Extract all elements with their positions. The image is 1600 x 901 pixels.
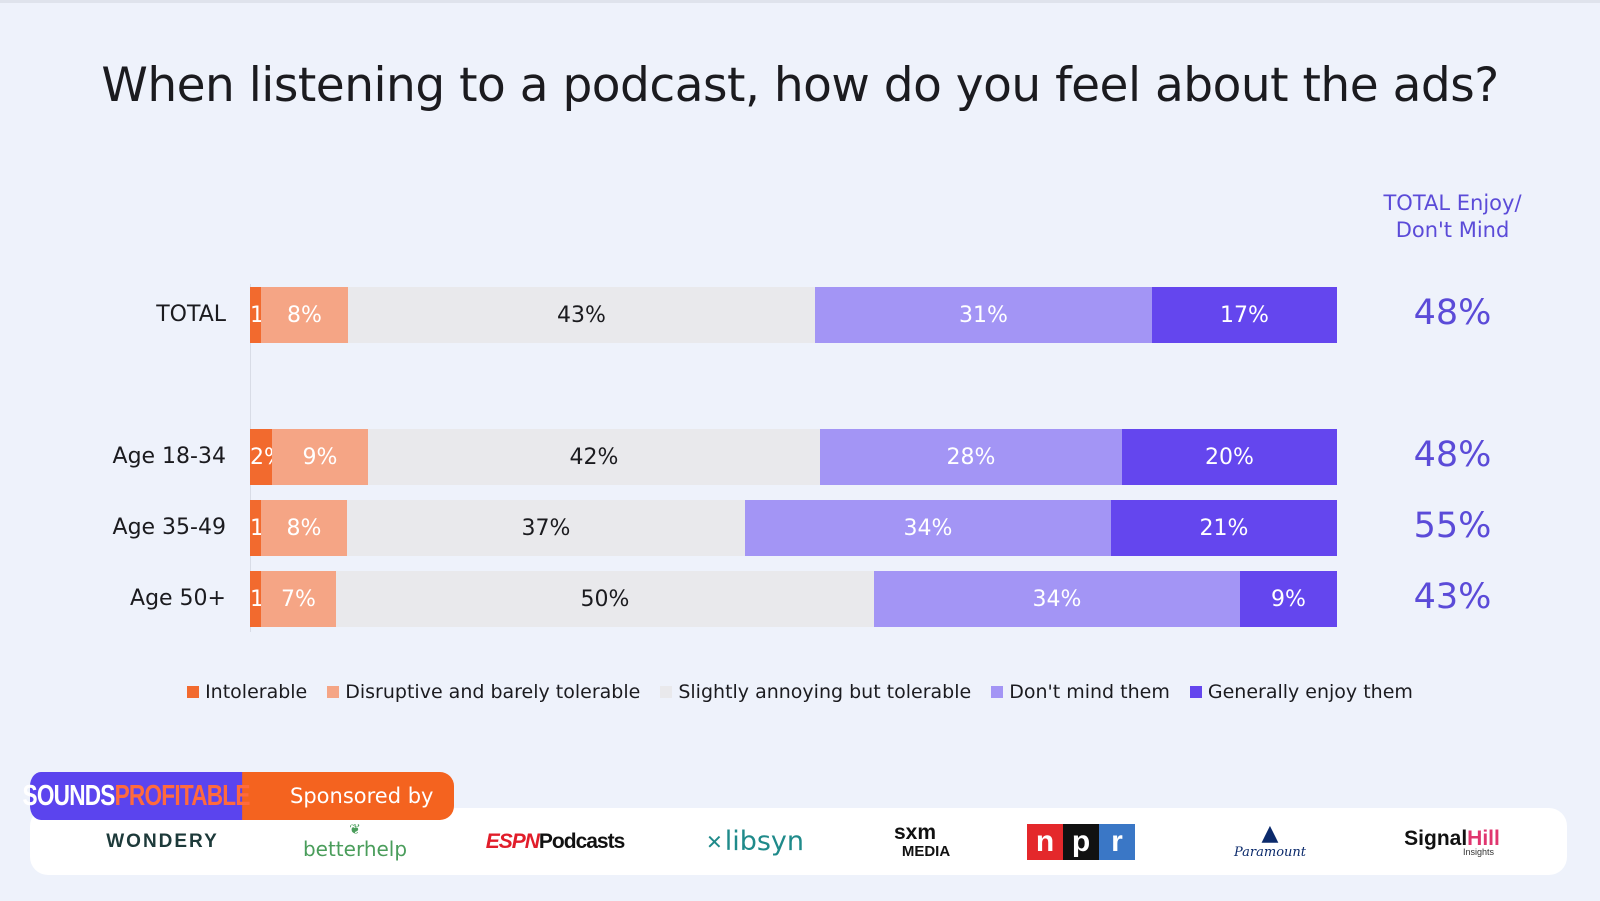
data-label: 9%: [1271, 586, 1306, 612]
total-column-header-line2: Don't Mind: [1395, 218, 1510, 242]
legend-swatch: [187, 686, 200, 698]
top-border: [0, 0, 1600, 3]
bar-segment-intolerable: 1%: [250, 571, 285, 627]
data-label: 34%: [903, 515, 953, 541]
bar-segment-enjoy: 9%: [1240, 571, 1337, 627]
espn-wordmark: ESPN: [485, 829, 540, 853]
data-label: 43%: [557, 302, 606, 328]
data-label: 17%: [1220, 302, 1269, 328]
legend-item-disruptive: Disruptive and barely tolerable: [327, 681, 640, 703]
sponsored-by-label: Sponsored by: [216, 772, 454, 820]
bar-segment-dont-mind: 34%: [874, 571, 1240, 627]
libsyn-wordmark: libsyn: [724, 826, 805, 857]
brand-part-1: SOUNDS: [22, 779, 116, 812]
total-enjoy-value: 48%: [1413, 435, 1492, 475]
espn-podcasts-logo: ESPN Podcasts: [475, 808, 635, 875]
legend-item-intolerable: Intolerable: [187, 681, 307, 703]
paramount-wordmark: Paramount: [1233, 845, 1306, 860]
legend-item-enjoy: Generally enjoy them: [1189, 681, 1413, 703]
npr-r-box: r: [1099, 823, 1135, 860]
bar-segment-dont-mind: 28%: [820, 429, 1122, 485]
chart-title: When listening to a podcast, how do you …: [101, 58, 1499, 113]
data-label: 42%: [569, 444, 619, 470]
insights-wordmark: Insights: [1462, 846, 1494, 857]
legend-swatch: [991, 686, 1004, 698]
sxm-wordmark: sxm: [893, 820, 937, 844]
total-column-header: TOTAL Enjoy/ Don't Mind: [1370, 190, 1535, 244]
legend-label: Intolerable: [205, 681, 308, 703]
category-label: TOTAL: [156, 302, 226, 327]
total-enjoy-value: 55%: [1413, 506, 1492, 546]
legend-label: Generally enjoy them: [1207, 681, 1413, 703]
chart-legend: Intolerable Disruptive and barely tolerab…: [0, 681, 1600, 703]
sounds-profitable-logo: SOUNDS PROFITABLE: [23, 772, 250, 820]
bar-segment-slightly: 50%: [336, 571, 874, 627]
bar-segment-slightly: 42%: [368, 429, 820, 485]
data-label: 7%: [281, 586, 316, 612]
npr-p-box: p: [1063, 823, 1099, 860]
stacked-bar: 1%8% 37% 34% 21%: [250, 500, 1337, 556]
sxm-media-logo: sxm MEDIA: [875, 808, 955, 875]
bar-segment-slightly: 43%: [348, 287, 815, 343]
legend-swatch: [327, 686, 340, 698]
category-label: Age 50+: [130, 586, 226, 611]
bar-segment-disruptive: 9%: [272, 429, 368, 485]
brand-part-2: PROFITABLE: [114, 779, 251, 812]
total-column-header-line1: TOTAL Enjoy/: [1383, 191, 1522, 215]
total-enjoy-value: 43%: [1413, 577, 1492, 617]
bar-segment-disruptive: 8%: [261, 500, 347, 556]
legend-item-slightly: Slightly annoying but tolerable: [660, 681, 971, 703]
data-label: 8%: [286, 515, 322, 541]
data-label: 21%: [1199, 515, 1249, 541]
wondery-logo: WONDERY: [106, 830, 219, 852]
bar-segment-dont-mind: 31%: [815, 287, 1152, 343]
data-label: 34%: [1032, 586, 1082, 612]
data-label: 20%: [1205, 444, 1254, 470]
total-enjoy-value: 48%: [1413, 293, 1492, 333]
legend-label: Disruptive and barely tolerable: [345, 681, 641, 703]
libsyn-mark-icon: ✕: [705, 829, 723, 854]
legend-item-dont-mind: Don't mind them: [991, 681, 1170, 703]
signal-hill-logo: SignalHill Insights: [1392, 808, 1512, 875]
libsyn-logo: ✕ libsyn: [700, 808, 810, 875]
paramount-mountain-icon: ▲: [1261, 821, 1279, 846]
betterhelp-wordmark: betterhelp: [302, 836, 408, 861]
data-label: 28%: [946, 444, 996, 470]
betterhelp-logo: ❦ betterhelp: [300, 808, 410, 875]
bar-segment-enjoy: 17%: [1152, 287, 1337, 343]
category-label: Age 35-49: [112, 515, 226, 540]
bar-segment-slightly: 37%: [347, 500, 745, 556]
betterhelp-leaf-icon: ❦: [349, 821, 361, 838]
category-label: Age 18-34: [112, 444, 226, 469]
data-label: 31%: [959, 302, 1008, 328]
bar-segment-intolerable: 1%: [250, 500, 285, 556]
legend-swatch: [660, 686, 673, 698]
paramount-logo: ▲ Paramount: [1230, 808, 1310, 875]
bar-segment-intolerable: 2%: [250, 429, 285, 485]
stacked-bar: 2% 9% 42% 28% 20%: [250, 429, 1337, 485]
data-label: 8%: [287, 302, 322, 328]
npr-logo: n p r: [1025, 808, 1137, 875]
bar-segment-enjoy: 20%: [1122, 429, 1337, 485]
legend-label: Don't mind them: [1009, 681, 1170, 703]
podcasts-wordmark: Podcasts: [538, 829, 625, 853]
stacked-bar: 1%8% 43% 31% 17%: [250, 287, 1337, 343]
bar-segment-enjoy: 21%: [1111, 500, 1337, 556]
data-label: 37%: [521, 515, 571, 541]
stacked-bar: 1%7% 50% 34% 9%: [250, 571, 1337, 627]
bar-segment-disruptive: 7%: [261, 571, 336, 627]
bar-segment-intolerable: 1%: [250, 287, 285, 343]
media-wordmark: MEDIA: [901, 842, 951, 860]
npr-n-box: n: [1027, 823, 1063, 860]
signal-hill-wordmark: SignalHill: [1404, 826, 1500, 850]
legend-label: Slightly annoying but tolerable: [678, 681, 972, 703]
bar-segment-disruptive: 8%: [261, 287, 348, 343]
data-label: 50%: [580, 586, 630, 612]
data-label: 9%: [302, 444, 338, 470]
bar-segment-dont-mind: 34%: [745, 500, 1111, 556]
legend-swatch: [1189, 686, 1202, 698]
